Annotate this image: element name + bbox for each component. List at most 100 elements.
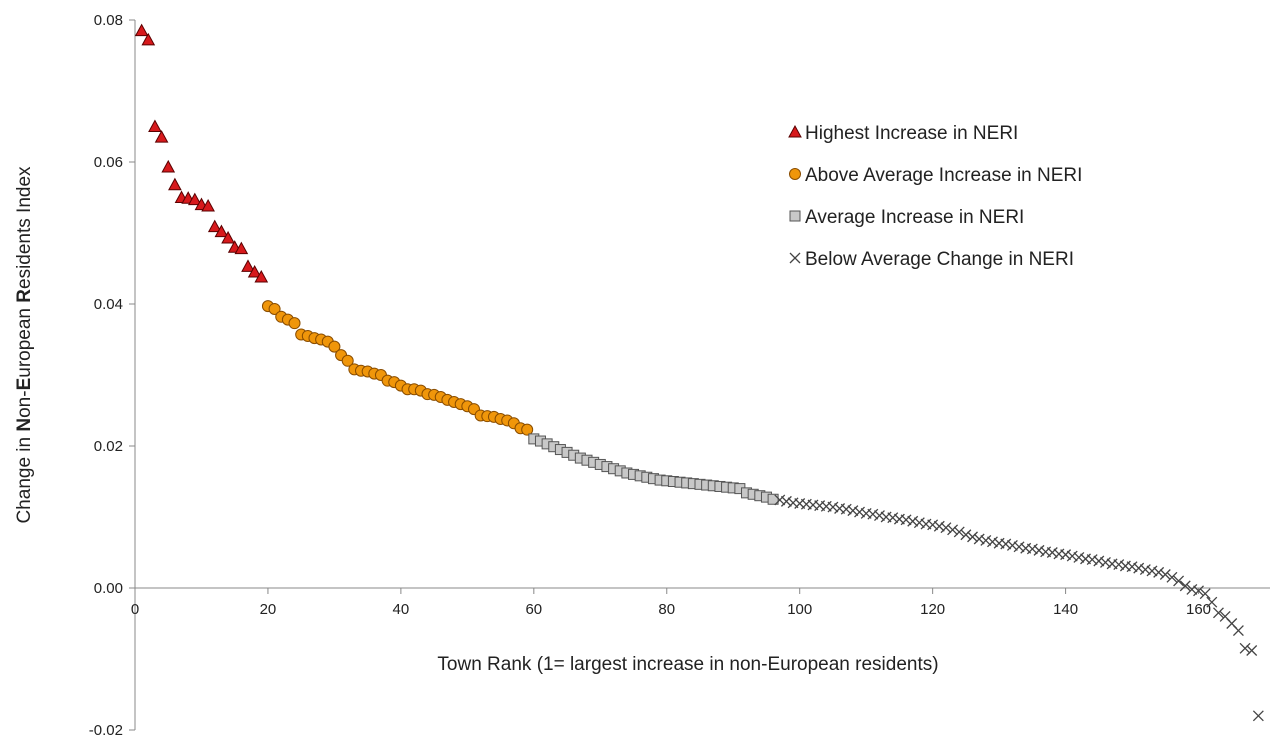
data-point (154, 130, 169, 143)
data-point (1239, 642, 1251, 654)
data-point (288, 317, 301, 330)
x-axis-title: Town Rank (1= largest increase in non-Eu… (437, 654, 938, 675)
data-point (780, 495, 792, 507)
data-point (1179, 580, 1191, 592)
y-axis-title-part: on- (14, 390, 35, 418)
legend-label: Below Average Change in NERI (805, 249, 1074, 270)
data-point (1206, 596, 1218, 608)
legend: Highest Increase in NERI Above Average In… (788, 123, 1082, 270)
data-point (168, 177, 182, 191)
data-point (933, 520, 945, 532)
data-point (887, 512, 899, 524)
data-point (953, 526, 965, 538)
y-axis-title-part: uropean (14, 302, 35, 378)
data-point (1146, 565, 1158, 577)
data-point (1159, 569, 1171, 580)
data-point (940, 522, 952, 534)
x-tick-label: 40 (393, 601, 410, 618)
data-point (973, 533, 985, 545)
data-point (867, 508, 879, 520)
data-points (134, 23, 1264, 722)
data-point (1126, 561, 1138, 573)
legend-item: Highest Increase in NERI (788, 123, 1018, 144)
data-point (161, 159, 176, 173)
data-point (907, 515, 919, 527)
legend-marker (789, 210, 801, 222)
legend-label: Highest Increase in NERI (805, 123, 1018, 144)
data-point (207, 219, 222, 233)
data-point (767, 493, 779, 505)
data-point (927, 519, 939, 531)
data-point (1026, 543, 1038, 555)
data-point (247, 265, 262, 278)
y-axis-title-part: Change in (14, 431, 35, 524)
data-point (913, 517, 925, 529)
data-point (1113, 559, 1125, 571)
y-tick-label: 0.00 (94, 580, 123, 597)
legend-item: Average Increase in NERI (789, 207, 1024, 228)
data-point (827, 501, 839, 513)
data-point (847, 505, 859, 517)
data-point (1013, 541, 1025, 553)
data-point (1006, 539, 1018, 551)
data-point (187, 192, 202, 206)
y-axis-title-part: R (14, 288, 35, 303)
data-point (1173, 575, 1185, 587)
x-tick-label: 80 (658, 601, 675, 618)
data-point (874, 510, 885, 522)
data-point (960, 529, 972, 541)
legend-label: Average Increase in NERI (805, 207, 1024, 228)
y-tick-label: 0.04 (94, 296, 123, 313)
data-point (987, 536, 998, 548)
legend-marker (789, 168, 801, 180)
x-tick-label: 140 (1053, 601, 1078, 618)
data-point (947, 524, 959, 536)
data-point (328, 340, 341, 353)
data-point (1199, 588, 1211, 600)
x-tick-label: 60 (525, 601, 542, 618)
data-point (1066, 550, 1078, 562)
data-point (1186, 583, 1198, 595)
x-tick-label: 20 (260, 601, 277, 618)
y-tick-label: 0.06 (94, 154, 123, 171)
data-point (1153, 566, 1165, 578)
data-point (774, 494, 786, 506)
data-point (134, 23, 149, 37)
y-tick-label: -0.02 (89, 722, 123, 739)
data-point (1166, 571, 1178, 583)
legend-marker (789, 252, 801, 264)
data-point (1252, 710, 1264, 722)
data-point (1060, 549, 1072, 561)
axes (129, 19, 1270, 731)
x-tick-label: 0 (131, 601, 139, 618)
data-point (967, 531, 978, 543)
data-point (341, 354, 354, 367)
legend-item: Above Average Increase in NERI (789, 165, 1082, 186)
data-point (1213, 607, 1224, 619)
data-point (1046, 547, 1058, 558)
data-point (214, 224, 229, 238)
x-tick-label: 160 (1186, 601, 1211, 618)
data-point (254, 269, 269, 283)
y-axis-title-part: E (14, 377, 35, 391)
data-point (234, 241, 249, 255)
data-point (1000, 538, 1012, 550)
data-point (1232, 625, 1244, 637)
legend-label: Above Average Increase in NERI (805, 165, 1082, 186)
data-point (268, 302, 281, 315)
data-point (1139, 564, 1151, 575)
y-tick-label: 0.08 (94, 12, 123, 29)
y-tick-label: 0.02 (94, 438, 123, 455)
tick-labels: -0.02 0.00 0.02 0.04 0.06 0.08 0 20 40 60 80 100 120… (89, 12, 1211, 739)
data-point (854, 506, 865, 518)
data-point (521, 423, 534, 436)
data-point (1193, 585, 1204, 597)
data-point (900, 514, 912, 526)
y-axis-title-part: esidents Index (14, 166, 35, 289)
data-point (241, 259, 255, 272)
data-point (1093, 555, 1105, 567)
data-point (1073, 552, 1085, 563)
legend-item: Below Average Change in NERI (789, 249, 1074, 270)
x-tick-label: 100 (787, 601, 812, 618)
